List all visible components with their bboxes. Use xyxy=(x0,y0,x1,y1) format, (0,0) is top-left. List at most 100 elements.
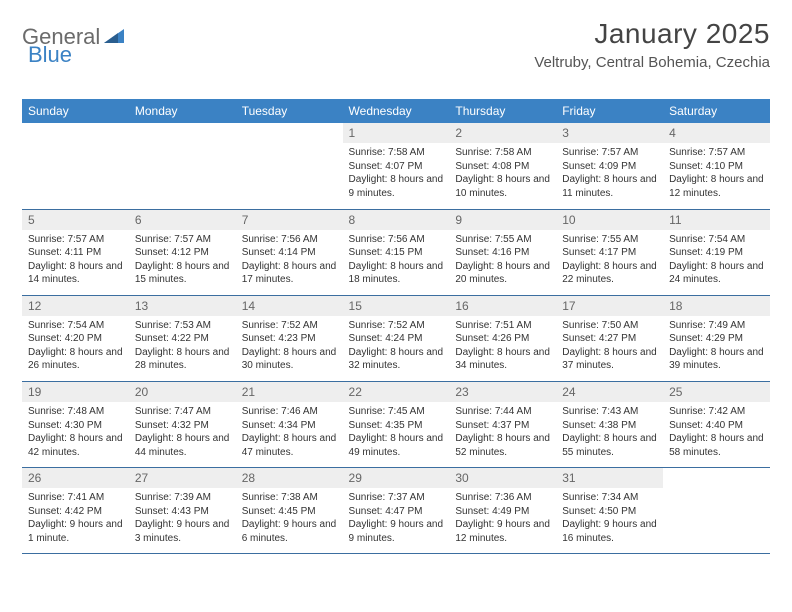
calendar-day-cell: 23 Sunrise: 7:44 AMSunset: 4:37 PMDayligh… xyxy=(449,381,556,467)
day-number: 18 xyxy=(663,296,770,316)
calendar-week-row: 19 Sunrise: 7:48 AMSunset: 4:30 PMDayligh… xyxy=(22,381,770,467)
day-info: Sunrise: 7:58 AMSunset: 4:07 PMDaylight:… xyxy=(349,146,444,200)
day-number: 29 xyxy=(343,468,450,488)
day-info: Sunrise: 7:42 AMSunset: 4:40 PMDaylight:… xyxy=(669,405,764,459)
calendar-body: 1Sunrise: 7:58 AMSunset: 4:07 PMDaylight… xyxy=(22,123,770,554)
day-number: 3 xyxy=(556,123,663,143)
day-info: Sunrise: 7:54 AMSunset: 4:19 PMDaylight:… xyxy=(669,233,764,287)
calendar-day-cell: 5 Sunrise: 7:57 AMSunset: 4:11 PMDaylight… xyxy=(22,209,129,295)
calendar-day-cell: 29 Sunrise: 7:37 AMSunset: 4:47 PMDayligh… xyxy=(343,468,450,554)
day-info: Sunrise: 7:48 AMSunset: 4:30 PMDaylight:… xyxy=(28,405,123,459)
day-info: Sunrise: 7:46 AMSunset: 4:34 PMDaylight:… xyxy=(242,405,337,459)
calendar-day-cell: 22 Sunrise: 7:45 AMSunset: 4:35 PMDayligh… xyxy=(343,381,450,467)
day-info: Sunrise: 7:57 AMSunset: 4:12 PMDaylight:… xyxy=(135,233,230,287)
day-info: Sunrise: 7:47 AMSunset: 4:32 PMDaylight:… xyxy=(135,405,230,459)
day-number: 4 xyxy=(663,123,770,143)
day-number: 6 xyxy=(129,210,236,230)
day-info: Sunrise: 7:55 AMSunset: 4:17 PMDaylight:… xyxy=(562,233,657,287)
day-info: Sunrise: 7:57 AMSunset: 4:09 PMDaylight:… xyxy=(562,146,657,200)
weekday-header: Saturday xyxy=(663,99,770,123)
day-number: 24 xyxy=(556,382,663,402)
calendar-day-cell: 20 Sunrise: 7:47 AMSunset: 4:32 PMDayligh… xyxy=(129,381,236,467)
day-info: Sunrise: 7:53 AMSunset: 4:22 PMDaylight:… xyxy=(135,319,230,373)
calendar-day-cell xyxy=(129,123,236,209)
day-info: Sunrise: 7:58 AMSunset: 4:08 PMDaylight:… xyxy=(455,146,550,200)
day-info: Sunrise: 7:54 AMSunset: 4:20 PMDaylight:… xyxy=(28,319,123,373)
month-title: January 2025 xyxy=(534,18,770,50)
logo-triangle-icon xyxy=(104,27,124,48)
day-info: Sunrise: 7:37 AMSunset: 4:47 PMDaylight:… xyxy=(349,491,444,545)
day-info: Sunrise: 7:51 AMSunset: 4:26 PMDaylight:… xyxy=(455,319,550,373)
day-info: Sunrise: 7:57 AMSunset: 4:11 PMDaylight:… xyxy=(28,233,123,287)
calendar-day-cell: 12 Sunrise: 7:54 AMSunset: 4:20 PMDayligh… xyxy=(22,295,129,381)
day-number: 2 xyxy=(449,123,556,143)
calendar-day-cell: 10 Sunrise: 7:55 AMSunset: 4:17 PMDayligh… xyxy=(556,209,663,295)
day-number: 11 xyxy=(663,210,770,230)
day-number: 19 xyxy=(22,382,129,402)
calendar-day-cell: 25 Sunrise: 7:42 AMSunset: 4:40 PMDayligh… xyxy=(663,381,770,467)
day-info: Sunrise: 7:55 AMSunset: 4:16 PMDaylight:… xyxy=(455,233,550,287)
calendar-week-row: 1Sunrise: 7:58 AMSunset: 4:07 PMDaylight… xyxy=(22,123,770,209)
weekday-header: Thursday xyxy=(449,99,556,123)
calendar-day-cell: 3 Sunrise: 7:57 AMSunset: 4:09 PMDaylight… xyxy=(556,123,663,209)
day-info: Sunrise: 7:34 AMSunset: 4:50 PMDaylight:… xyxy=(562,491,657,545)
day-number: 20 xyxy=(129,382,236,402)
calendar-week-row: 26 Sunrise: 7:41 AMSunset: 4:42 PMDayligh… xyxy=(22,468,770,554)
calendar-day-cell: 15Sunrise: 7:52 AMSunset: 4:24 PMDayligh… xyxy=(343,295,450,381)
calendar-week-row: 12 Sunrise: 7:54 AMSunset: 4:20 PMDayligh… xyxy=(22,295,770,381)
logo-word-blue-wrap: Blue xyxy=(28,42,72,68)
day-number: 7 xyxy=(236,210,343,230)
day-info: Sunrise: 7:52 AMSunset: 4:23 PMDaylight:… xyxy=(242,319,337,373)
day-number: 12 xyxy=(22,296,129,316)
day-number: 5 xyxy=(22,210,129,230)
day-info: Sunrise: 7:43 AMSunset: 4:38 PMDaylight:… xyxy=(562,405,657,459)
calendar-day-cell: 28 Sunrise: 7:38 AMSunset: 4:45 PMDayligh… xyxy=(236,468,343,554)
calendar-day-cell: 6 Sunrise: 7:57 AMSunset: 4:12 PMDaylight… xyxy=(129,209,236,295)
day-number: 26 xyxy=(22,468,129,488)
day-number: 17 xyxy=(556,296,663,316)
calendar-day-cell: 14 Sunrise: 7:52 AMSunset: 4:23 PMDayligh… xyxy=(236,295,343,381)
day-number: 10 xyxy=(556,210,663,230)
day-number: 28 xyxy=(236,468,343,488)
day-info: Sunrise: 7:50 AMSunset: 4:27 PMDaylight:… xyxy=(562,319,657,373)
weekday-header: Friday xyxy=(556,99,663,123)
calendar-day-cell: 17 Sunrise: 7:50 AMSunset: 4:27 PMDayligh… xyxy=(556,295,663,381)
calendar-day-cell: 19 Sunrise: 7:48 AMSunset: 4:30 PMDayligh… xyxy=(22,381,129,467)
day-number: 21 xyxy=(236,382,343,402)
day-number: 8 xyxy=(343,210,450,230)
calendar-head: SundayMondayTuesdayWednesdayThursdayFrid… xyxy=(22,99,770,123)
calendar-day-cell: 31Sunrise: 7:34 AMSunset: 4:50 PMDayligh… xyxy=(556,468,663,554)
header: General January 2025 Veltruby, Central B… xyxy=(22,18,770,71)
day-number: 23 xyxy=(449,382,556,402)
day-number: 14 xyxy=(236,296,343,316)
weekday-header: Tuesday xyxy=(236,99,343,123)
weekday-header: Sunday xyxy=(22,99,129,123)
calendar-day-cell: 26 Sunrise: 7:41 AMSunset: 4:42 PMDayligh… xyxy=(22,468,129,554)
calendar-day-cell: 2 Sunrise: 7:58 AMSunset: 4:08 PMDaylight… xyxy=(449,123,556,209)
calendar-day-cell: 18 Sunrise: 7:49 AMSunset: 4:29 PMDayligh… xyxy=(663,295,770,381)
logo-word-blue: Blue xyxy=(28,42,72,67)
location: Veltruby, Central Bohemia, Czechia xyxy=(534,54,770,71)
day-number: 22 xyxy=(343,382,450,402)
calendar-day-cell: 7Sunrise: 7:56 AMSunset: 4:14 PMDaylight… xyxy=(236,209,343,295)
calendar-day-cell: 24 Sunrise: 7:43 AMSunset: 4:38 PMDayligh… xyxy=(556,381,663,467)
day-info: Sunrise: 7:45 AMSunset: 4:35 PMDaylight:… xyxy=(349,405,444,459)
day-info: Sunrise: 7:41 AMSunset: 4:42 PMDaylight:… xyxy=(28,491,123,545)
day-number: 15 xyxy=(343,296,450,316)
calendar-week-row: 5 Sunrise: 7:57 AMSunset: 4:11 PMDaylight… xyxy=(22,209,770,295)
calendar-day-cell xyxy=(22,123,129,209)
weekday-header: Monday xyxy=(129,99,236,123)
day-number: 13 xyxy=(129,296,236,316)
day-number: 30 xyxy=(449,468,556,488)
weekday-header: Wednesday xyxy=(343,99,450,123)
day-number: 25 xyxy=(663,382,770,402)
day-info: Sunrise: 7:44 AMSunset: 4:37 PMDaylight:… xyxy=(455,405,550,459)
calendar-day-cell: 21 Sunrise: 7:46 AMSunset: 4:34 PMDayligh… xyxy=(236,381,343,467)
calendar-day-cell: 1Sunrise: 7:58 AMSunset: 4:07 PMDaylight… xyxy=(343,123,450,209)
calendar-day-cell: 11 Sunrise: 7:54 AMSunset: 4:19 PMDayligh… xyxy=(663,209,770,295)
weekday-row: SundayMondayTuesdayWednesdayThursdayFrid… xyxy=(22,99,770,123)
calendar-day-cell xyxy=(236,123,343,209)
calendar-day-cell: 27Sunrise: 7:39 AMSunset: 4:43 PMDayligh… xyxy=(129,468,236,554)
day-info: Sunrise: 7:38 AMSunset: 4:45 PMDaylight:… xyxy=(242,491,337,545)
day-info: Sunrise: 7:49 AMSunset: 4:29 PMDaylight:… xyxy=(669,319,764,373)
